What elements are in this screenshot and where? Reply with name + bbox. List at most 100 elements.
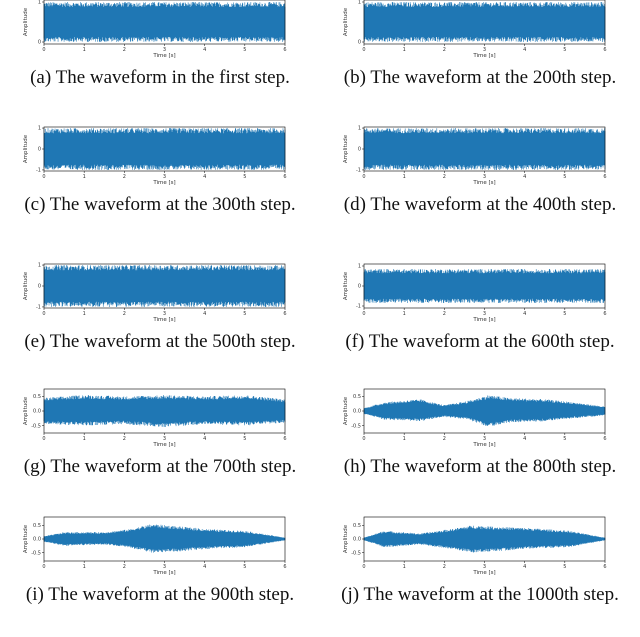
x-tick-label: 1 xyxy=(83,47,86,53)
waveform-chart-j: 0 1 2 3 4 5 6 -0.5 0.0 0.5 Time [s] Amplitude xyxy=(320,511,640,603)
y-tick-label: 1 xyxy=(38,126,41,132)
x-tick-label: 1 xyxy=(83,436,86,442)
x-tick-label: 0 xyxy=(42,174,45,180)
panel-h: 0 1 2 3 4 5 6 -0.5 0.0 0.5 Time [s] Amplitude (h) Th… xyxy=(320,383,640,509)
y-tick-label: -0.5 xyxy=(351,423,361,429)
waveform-series xyxy=(43,2,286,42)
waveform-series xyxy=(363,269,606,303)
y-axis-label: Amplitude xyxy=(343,271,349,300)
y-axis-label: Amplitude xyxy=(343,524,349,553)
caption-c: (c) The waveform at the 300th step. xyxy=(24,194,296,215)
x-tick-label: 2 xyxy=(123,174,126,180)
waveform-series xyxy=(363,525,606,553)
x-tick-label: 3 xyxy=(483,174,486,180)
x-tick-label: 3 xyxy=(163,436,166,442)
y-tick-label: 0.5 xyxy=(33,394,41,400)
y-tick-label: 0.0 xyxy=(33,537,41,543)
caption-d: (d) The waveform at the 400th step. xyxy=(343,194,617,215)
panel-i: 0 1 2 3 4 5 6 -0.5 0.0 0.5 Time [s] Amplitude (i) Th… xyxy=(0,511,320,637)
waveform-line xyxy=(43,524,286,553)
waveform-chart-c: 0 1 2 3 4 5 6 -1 0 1 Time [s] Amplitude xyxy=(0,121,320,213)
waveform-series xyxy=(363,395,606,427)
x-tick-label: 2 xyxy=(443,436,446,442)
x-tick-label: 4 xyxy=(523,311,526,317)
x-tick-label: 4 xyxy=(523,564,526,570)
panel-a: 0 1 2 3 4 5 6 0 1 Time [s] Amplitude (a) The wavefo… xyxy=(0,0,320,120)
x-tick-label: 6 xyxy=(283,564,286,570)
y-tick-label: -0.5 xyxy=(31,550,41,556)
waveform-line xyxy=(363,525,606,553)
x-axis-label: Time [s] xyxy=(472,317,495,323)
x-tick-label: 2 xyxy=(443,311,446,317)
y-axis-label: Amplitude xyxy=(23,7,29,36)
x-tick-label: 1 xyxy=(403,564,406,570)
x-tick-label: 1 xyxy=(403,436,406,442)
waveform-series xyxy=(363,2,606,42)
panel-b: 0 1 2 3 4 5 6 0 1 Time [s] Amplitude (b) The wavefo… xyxy=(320,0,640,120)
x-tick-label: 4 xyxy=(203,311,206,317)
x-tick-label: 2 xyxy=(123,47,126,53)
caption-g: (g) The waveform at the 700th step. xyxy=(23,456,297,477)
waveform-line xyxy=(43,265,286,307)
x-tick-label: 5 xyxy=(243,311,246,317)
x-axis-label: Time [s] xyxy=(152,317,175,323)
waveform-line xyxy=(43,2,286,42)
waveform-series xyxy=(43,265,286,307)
x-tick-label: 0 xyxy=(42,564,45,570)
y-tick-label: 0.0 xyxy=(33,409,41,415)
x-tick-label: 0 xyxy=(362,174,365,180)
x-axis-label: Time [s] xyxy=(152,180,175,186)
waveform-svg: 0 1 2 3 4 5 6 -0.5 0.0 0.5 Time [s] Amplitude xyxy=(343,388,607,448)
x-tick-label: 0 xyxy=(362,311,365,317)
y-tick-label: -1 xyxy=(36,305,41,311)
y-tick-label: 0 xyxy=(38,40,41,46)
y-axis-label: Amplitude xyxy=(343,134,349,163)
y-tick-label: 1 xyxy=(358,264,361,270)
x-tick-label: 3 xyxy=(483,311,486,317)
y-tick-label: -1 xyxy=(36,168,41,174)
waveform-line xyxy=(43,394,286,427)
x-tick-label: 4 xyxy=(523,174,526,180)
y-tick-label: 0.5 xyxy=(353,523,361,529)
x-tick-label: 5 xyxy=(563,436,566,442)
x-tick-label: 2 xyxy=(123,311,126,317)
waveform-line xyxy=(363,395,606,427)
x-axis-label: Time [s] xyxy=(152,570,175,576)
y-tick-label: 0.0 xyxy=(353,537,361,543)
waveform-line xyxy=(43,128,286,170)
x-tick-label: 2 xyxy=(123,436,126,442)
x-axis-label: Time [s] xyxy=(472,53,495,59)
waveform-chart-a: 0 1 2 3 4 5 6 0 1 Time [s] Amplitude xyxy=(0,0,320,86)
y-axis-label: Amplitude xyxy=(23,396,29,425)
waveform-line xyxy=(363,269,606,303)
y-tick-label: 1 xyxy=(38,263,41,269)
panel-d: 0 1 2 3 4 5 6 -1 0 1 Time [s] Amplitude (d) The wave… xyxy=(320,121,640,247)
x-tick-label: 2 xyxy=(443,564,446,570)
x-tick-label: 4 xyxy=(203,436,206,442)
x-tick-label: 5 xyxy=(563,564,566,570)
y-tick-label: 1 xyxy=(38,0,41,6)
waveform-chart-e: 0 1 2 3 4 5 6 -1 0 1 Time [s] Amplitude xyxy=(0,258,320,350)
x-tick-label: 4 xyxy=(523,436,526,442)
waveform-svg: 0 1 2 3 4 5 6 -0.5 0.0 0.5 Time [s] Amplitude xyxy=(343,516,607,576)
x-axis-label: Time [s] xyxy=(472,442,495,448)
x-tick-label: 3 xyxy=(483,564,486,570)
x-tick-label: 5 xyxy=(563,311,566,317)
waveform-series xyxy=(43,394,286,427)
caption-a: (a) The waveform in the first step. xyxy=(30,67,290,88)
y-axis-label: Amplitude xyxy=(23,271,29,300)
y-axis-label: Amplitude xyxy=(23,134,29,163)
x-tick-label: 6 xyxy=(603,47,606,53)
x-axis-label: Time [s] xyxy=(152,53,175,59)
x-tick-label: 0 xyxy=(42,311,45,317)
x-tick-label: 3 xyxy=(483,47,486,53)
x-tick-label: 3 xyxy=(163,47,166,53)
x-tick-label: 1 xyxy=(83,174,86,180)
caption-e: (e) The waveform at the 500th step. xyxy=(24,331,296,352)
waveform-chart-b: 0 1 2 3 4 5 6 0 1 Time [s] Amplitude xyxy=(320,0,640,86)
waveform-line xyxy=(363,2,606,42)
x-tick-label: 4 xyxy=(203,174,206,180)
